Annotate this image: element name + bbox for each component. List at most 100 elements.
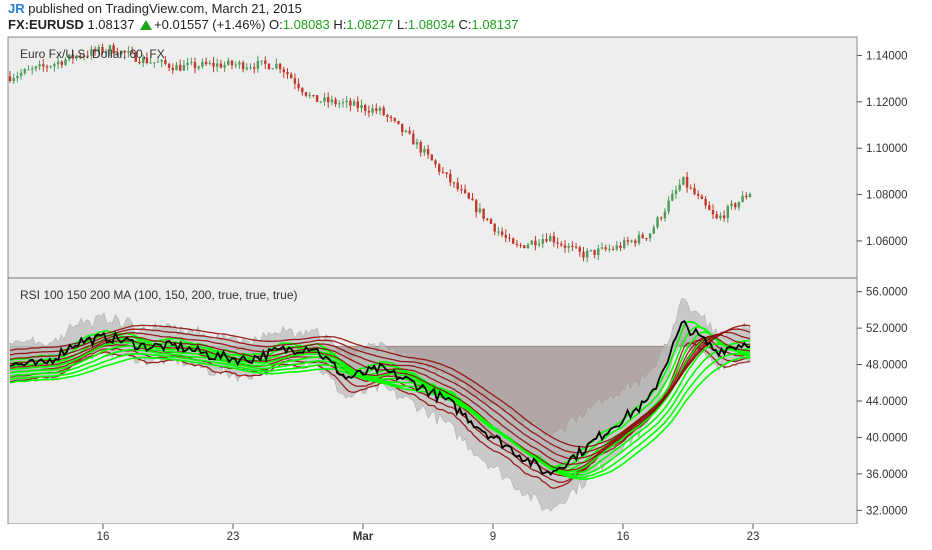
- price-scale[interactable]: [857, 37, 927, 524]
- price-candle: [112, 45, 115, 54]
- price-tick-label: 1.14000: [866, 51, 908, 63]
- price-candle: [611, 248, 615, 250]
- author-initials[interactable]: JR: [8, 1, 25, 16]
- price-candle: [693, 188, 696, 195]
- price-candle: [526, 244, 530, 249]
- price-candle: [312, 95, 315, 97]
- price-candle: [334, 99, 337, 105]
- price-candle: [604, 247, 607, 250]
- price-change: +0.01557 (+1.46%): [154, 17, 266, 32]
- price-candle: [404, 130, 408, 132]
- time-scale[interactable]: [8, 524, 927, 548]
- rsi-tick-label: 48.0000: [866, 360, 908, 372]
- price-pane-title: Euro Fx/U.S. Dollar, 60, FX: [20, 47, 165, 61]
- price-candle: [426, 148, 430, 155]
- price-candle: [719, 215, 722, 219]
- price-candle: [230, 60, 234, 66]
- price-candle: [204, 61, 208, 65]
- price-candle: [45, 66, 49, 68]
- price-candle: [748, 193, 752, 198]
- time-tick-label: 16: [617, 531, 630, 543]
- time-tick-label: 23: [227, 531, 240, 543]
- price-candle: [42, 64, 45, 67]
- price-candle: [578, 247, 581, 252]
- price-candle: [278, 63, 282, 70]
- price-candle: [60, 61, 63, 65]
- price-candle: [408, 130, 411, 134]
- price-candle: [456, 182, 459, 190]
- price-candle: [49, 66, 52, 68]
- price-candle: [434, 160, 437, 165]
- price-candle: [741, 195, 744, 203]
- open-label: O:: [269, 17, 283, 32]
- price-candle: [27, 69, 30, 71]
- price-candle: [671, 193, 674, 201]
- price-candle: [167, 63, 171, 68]
- rsi-tick-label: 32.0000: [866, 505, 908, 517]
- price-candle: [493, 223, 496, 232]
- price-candle: [600, 247, 604, 249]
- publish-line: JR published on TradingView.com, March 2…: [8, 1, 302, 16]
- price-candle: [304, 92, 308, 96]
- price-candle: [497, 231, 500, 233]
- price-candle: [201, 61, 204, 67]
- price-candle: [634, 240, 637, 244]
- price-candle: [560, 243, 563, 246]
- price-candle: [623, 240, 626, 249]
- price-candle: [375, 108, 378, 111]
- symbol-label: FX:EURUSD: [8, 17, 84, 32]
- price-candle: [212, 62, 215, 67]
- price-candle: [722, 215, 726, 219]
- price-candle: [534, 240, 537, 246]
- ma-ribbon-fast: [9, 320, 751, 468]
- price-candle: [530, 240, 533, 245]
- price-candle: [275, 63, 278, 69]
- price-candle: [452, 182, 456, 184]
- ohlc-line: FX:EURUSD 1.08137 +0.01557 (+1.46%) O:1.…: [8, 17, 518, 32]
- price-candle: [726, 206, 729, 219]
- price-candle: [190, 62, 193, 64]
- price-candle: [271, 68, 274, 70]
- price-candle: [586, 250, 589, 258]
- price-candle: [327, 97, 330, 103]
- price-candle: [330, 99, 334, 103]
- axis-labels: 1.14000 1.12000 1.10000 1.08000 1.06000 56.00…: [97, 51, 908, 543]
- price-candle: [290, 74, 293, 79]
- price-candle: [208, 62, 211, 65]
- price-candle: [119, 50, 123, 55]
- price-candle: [19, 72, 23, 76]
- price-candle: [97, 47, 100, 52]
- price-candle: [264, 60, 267, 64]
- price-candle: [64, 59, 67, 65]
- price-candle: [315, 95, 319, 102]
- price-candle: [160, 60, 163, 62]
- price-candle: [711, 210, 715, 215]
- price-candle: [593, 249, 596, 256]
- price-candle: [508, 237, 511, 239]
- price-candle: [179, 64, 182, 71]
- price-candle: [71, 54, 75, 59]
- price-candle: [449, 173, 452, 183]
- price-candle: [301, 88, 304, 93]
- price-candle: [31, 68, 34, 70]
- rsi-pane: [9, 298, 751, 512]
- price-candle: [689, 187, 692, 189]
- price-candle: [142, 57, 145, 64]
- price-candle: [489, 219, 493, 224]
- price-candle: [34, 66, 38, 69]
- price-candle: [253, 67, 256, 69]
- price-candle: [297, 83, 300, 89]
- price-candle: [467, 192, 470, 199]
- price-candle: [552, 236, 556, 243]
- close-value: 1.08137: [471, 17, 519, 32]
- price-candle: [615, 245, 618, 250]
- price-candle: [704, 198, 707, 206]
- time-tick-label: 23: [747, 531, 760, 543]
- price-candle: [626, 240, 630, 242]
- price-candle: [349, 100, 352, 106]
- price-candle: [371, 108, 374, 113]
- rsi-tick-label: 44.0000: [866, 396, 908, 408]
- price-candle: [463, 189, 467, 193]
- ma-ribbon-slow: [9, 328, 751, 454]
